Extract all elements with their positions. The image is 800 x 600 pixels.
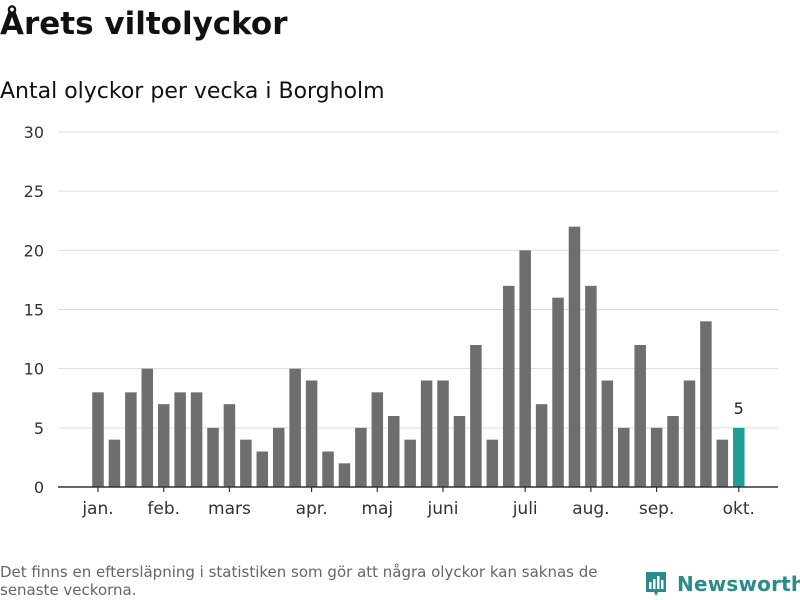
bar bbox=[683, 380, 696, 487]
bar bbox=[601, 380, 614, 487]
x-tick-label: aug. bbox=[572, 499, 609, 519]
bar bbox=[585, 285, 597, 487]
bar bbox=[650, 427, 663, 487]
bar bbox=[716, 439, 729, 487]
bar bbox=[371, 392, 384, 487]
footnote: Det finns en eftersläpning i statistiken… bbox=[0, 563, 598, 599]
x-tick-label: juli bbox=[512, 499, 538, 519]
newsworthy-logo-icon bbox=[646, 572, 666, 596]
bar bbox=[125, 392, 137, 487]
bar bbox=[223, 404, 236, 487]
bar bbox=[157, 404, 170, 487]
bar-highlight bbox=[733, 427, 745, 487]
bar bbox=[240, 439, 252, 487]
y-tick-label: 20 bbox=[24, 241, 44, 260]
bar bbox=[535, 404, 548, 487]
bar bbox=[552, 297, 564, 487]
bar bbox=[108, 439, 121, 487]
y-tick-label: 25 bbox=[24, 182, 44, 201]
bar bbox=[256, 451, 269, 487]
bar bbox=[634, 345, 646, 487]
chart-title: Årets viltolyckor bbox=[0, 6, 288, 42]
bar bbox=[420, 380, 433, 487]
bar bbox=[305, 380, 318, 487]
bar-chart: 0 5 10 15 20 25 30 5 jan. feb. mars apr. maj juni juli… bbox=[24, 123, 778, 519]
y-tick-label: 5 bbox=[34, 419, 44, 438]
x-tick-label: apr. bbox=[296, 499, 328, 519]
bar bbox=[272, 427, 285, 487]
bar bbox=[322, 451, 334, 487]
y-tick-label: 0 bbox=[34, 478, 44, 497]
x-tick-label: maj bbox=[361, 499, 393, 519]
bar bbox=[503, 285, 515, 487]
bar bbox=[470, 345, 482, 487]
bar bbox=[618, 427, 630, 487]
bar bbox=[387, 416, 400, 487]
bar bbox=[519, 250, 531, 487]
bar bbox=[453, 416, 466, 487]
y-tick-label: 15 bbox=[24, 301, 44, 320]
brand-name: Newsworthy bbox=[677, 572, 800, 596]
bar bbox=[190, 392, 203, 487]
brand-logo: Newsworthy bbox=[644, 569, 800, 599]
x-tick-label: mars bbox=[208, 499, 251, 519]
bar bbox=[141, 368, 154, 487]
bar bbox=[355, 427, 367, 487]
x-tick-label: okt. bbox=[723, 499, 755, 519]
bar bbox=[437, 380, 449, 487]
y-tick-label: 10 bbox=[24, 360, 44, 379]
bar bbox=[404, 439, 416, 487]
x-tick-label: jan. bbox=[81, 499, 113, 519]
bar bbox=[207, 427, 219, 487]
bar bbox=[700, 321, 712, 487]
bar bbox=[338, 463, 351, 487]
x-tick-label: sep. bbox=[639, 499, 675, 519]
bar bbox=[568, 226, 581, 487]
bar bbox=[667, 416, 679, 487]
bar bbox=[289, 368, 301, 487]
chart-subtitle: Antal olyckor per vecka i Borgholm bbox=[0, 79, 385, 104]
x-tick-label: juni bbox=[427, 499, 459, 519]
bar bbox=[486, 439, 499, 487]
bar bbox=[174, 392, 186, 487]
data-label: 5 bbox=[734, 399, 744, 418]
x-tick-label: feb. bbox=[147, 499, 180, 519]
y-tick-label: 30 bbox=[24, 123, 44, 142]
bar bbox=[92, 392, 104, 487]
